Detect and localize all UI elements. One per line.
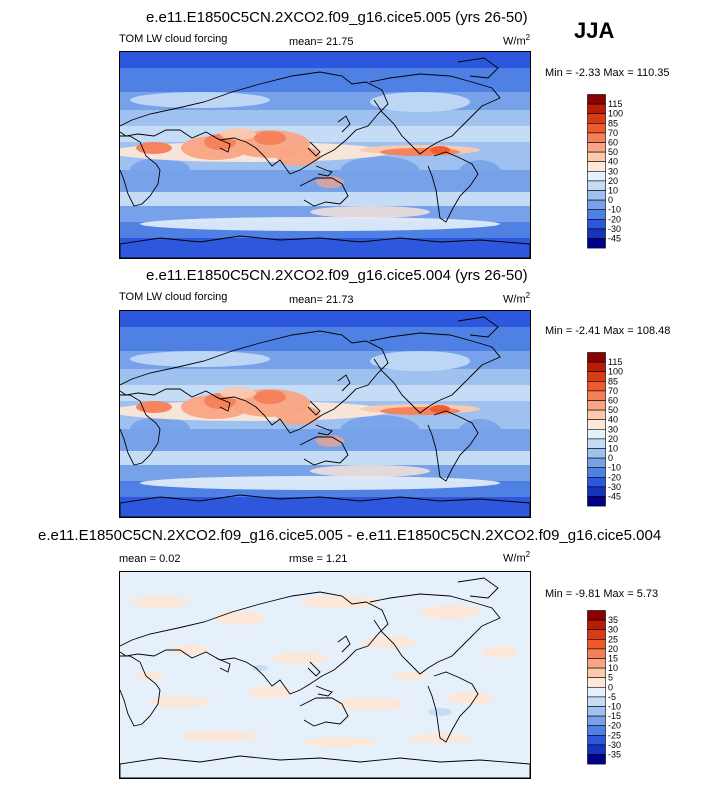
colorbar-tick-label: 85 bbox=[608, 118, 618, 128]
colorbar-tick-label: -45 bbox=[608, 492, 621, 502]
panel-3-minmax: Min = -9.81 Max = 5.73 bbox=[545, 588, 659, 600]
panel-2-mean-stat: mean= 21.73 bbox=[289, 294, 354, 306]
season-label: JJA bbox=[574, 18, 615, 43]
panel-3-mean-label: mean = bbox=[119, 553, 156, 565]
panel-2-map bbox=[119, 310, 531, 518]
colorbar-tick-label: -10 bbox=[608, 205, 621, 215]
colorbar-tick-label: 60 bbox=[608, 138, 618, 148]
panel-1-mean-stat: mean= 21.75 bbox=[289, 36, 354, 48]
panel-1-units: W/m2 bbox=[503, 33, 530, 48]
colorbar-tick-label: -30 bbox=[608, 224, 621, 234]
panel-3-units: W/m2 bbox=[503, 550, 530, 565]
panel-2-title: e.e11.E1850C5CN.2XCO2.f09_g16.cice5.004 … bbox=[146, 267, 528, 284]
colorbar-tick-label: -35 bbox=[608, 750, 621, 760]
colorbar-tick-label: 100 bbox=[608, 109, 623, 119]
colorbar-tick-label: -30 bbox=[608, 482, 621, 492]
colorbar-tick-label: 10 bbox=[608, 186, 618, 196]
panel-2-units-base: W/m bbox=[503, 293, 526, 306]
colorbar-tick-label: 50 bbox=[608, 147, 618, 157]
colorbar-tick-label: 115 bbox=[608, 99, 622, 109]
colorbar-tick-label: 30 bbox=[608, 424, 618, 434]
colorbar-tick-label: -30 bbox=[608, 740, 621, 750]
colorbar-tick-label: 40 bbox=[608, 415, 618, 425]
colorbar-tick-label: 115 bbox=[608, 357, 622, 367]
panel-2-mean-value: 21.73 bbox=[326, 294, 354, 306]
colorbar-tick-label: 100 bbox=[608, 367, 623, 377]
colorbar-tick-label: -5 bbox=[608, 692, 616, 702]
colorbar-tick-label: 20 bbox=[608, 176, 618, 186]
colorbar-tick-label: 10 bbox=[608, 663, 618, 673]
panel-1-units-exp: 2 bbox=[525, 33, 531, 42]
colorbar-tick-label: 5 bbox=[608, 673, 613, 683]
colorbar-tick-label: -20 bbox=[608, 721, 621, 731]
panel-1-title: e.e11.E1850C5CN.2XCO2.f09_g16.cice5.005 … bbox=[146, 9, 528, 26]
colorbar-tick-label: 50 bbox=[608, 405, 618, 415]
panel-2-units-exp: 2 bbox=[525, 291, 531, 300]
colorbar-tick-label: 20 bbox=[608, 434, 618, 444]
colorbar-tick-label: -10 bbox=[608, 463, 621, 473]
panel-2-colorbar: 115 100 85 70 60 50 40 30 20 10 0 -10 -20 -30 -45 bbox=[587, 352, 647, 508]
panel-3-rmse-value: 1.21 bbox=[326, 553, 348, 565]
panel-3-map bbox=[119, 571, 531, 779]
colorbar-tick-label: -15 bbox=[608, 711, 621, 721]
panel-3-title: e.e11.E1850C5CN.2XCO2.f09_g16.cice5.005 … bbox=[38, 527, 662, 544]
colorbar-tick-label: -20 bbox=[608, 472, 621, 482]
colorbar-tick-label: 60 bbox=[608, 396, 618, 406]
panel-1-mean-value: 21.75 bbox=[326, 36, 354, 48]
colorbar-tick-label: 30 bbox=[608, 625, 618, 635]
panel-3-units-exp: 2 bbox=[525, 550, 531, 559]
panel-1-minmax: Min = -2.33 Max = 110.35 bbox=[545, 67, 670, 79]
panel-1-variable-label: TOM LW cloud forcing bbox=[119, 33, 228, 45]
colorbar-tick-label: 30 bbox=[608, 166, 618, 176]
panel-1-mean-label: mean= bbox=[289, 36, 323, 48]
colorbar-tick-label: 70 bbox=[608, 386, 618, 396]
panel-3-rmse-label: rmse = bbox=[289, 553, 323, 565]
colorbar-tick-label: 0 bbox=[608, 453, 613, 463]
panel-3-rmse-stat: rmse = 1.21 bbox=[289, 553, 347, 565]
colorbar-tick-label: 40 bbox=[608, 157, 618, 167]
panel-3-mean-stat: mean = 0.02 bbox=[119, 553, 180, 565]
colorbar-tick-label: -45 bbox=[608, 234, 621, 244]
panel-1-map bbox=[119, 51, 531, 259]
panel-3-colorbar: 35 30 25 20 15 10 5 0 -5 -10 -15 -20 -25 -30 -35 bbox=[587, 610, 647, 766]
colorbar-tick-label: 25 bbox=[608, 634, 618, 644]
colorbar-tick-label: -25 bbox=[608, 730, 621, 740]
panel-1-units-base: W/m bbox=[503, 35, 526, 48]
panel-2-mean-label: mean= bbox=[289, 294, 323, 306]
colorbar-tick-label: 0 bbox=[608, 195, 613, 205]
panel-2-units: W/m2 bbox=[503, 291, 530, 306]
colorbar-tick-label: 15 bbox=[608, 654, 618, 664]
colorbar-tick-label: -10 bbox=[608, 702, 621, 712]
panel-2-variable-label: TOM LW cloud forcing bbox=[119, 291, 228, 303]
panel-1-colorbar: 115 100 85 70 60 50 40 30 20 10 0 -10 -20 -30 -45 bbox=[587, 94, 647, 250]
colorbar-tick-label: 0 bbox=[608, 682, 613, 692]
colorbar-tick-label: 20 bbox=[608, 644, 618, 654]
colorbar-tick-label: 70 bbox=[608, 128, 618, 138]
panel-2-minmax: Min = -2.41 Max = 108.48 bbox=[545, 325, 671, 337]
colorbar-tick-label: 35 bbox=[608, 615, 618, 625]
panel-3-units-base: W/m bbox=[503, 552, 526, 565]
panel-3-mean-value: 0.02 bbox=[159, 553, 181, 565]
colorbar-tick-label: 10 bbox=[608, 444, 618, 454]
colorbar-tick-label: 85 bbox=[608, 376, 618, 386]
colorbar-tick-label: -20 bbox=[608, 214, 621, 224]
